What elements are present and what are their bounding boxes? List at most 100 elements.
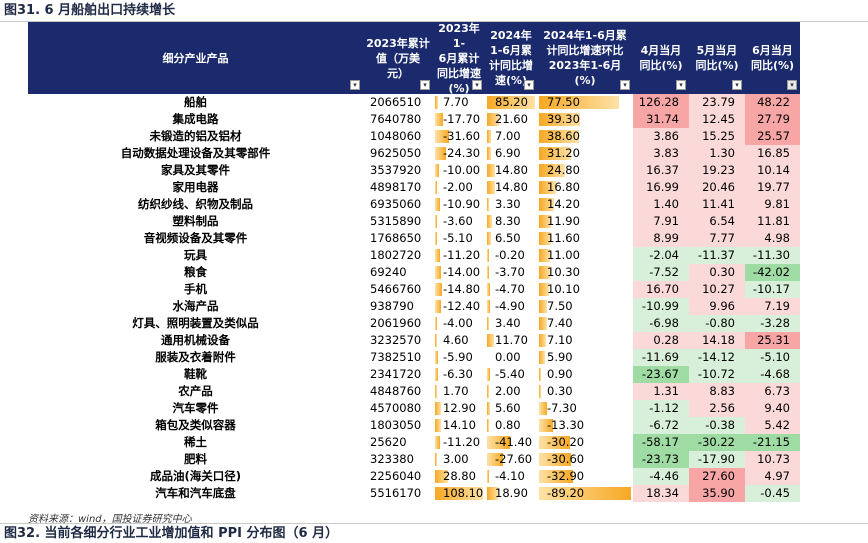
bar-value-label: -30.60: [547, 452, 585, 466]
data-bar: [539, 147, 572, 160]
may-yoy-cell: 0.30: [689, 264, 745, 281]
sort-filter-icon[interactable]: ▾: [787, 80, 797, 90]
header-product-label: 细分产业产品: [162, 51, 229, 65]
diff-bar-cell: 10.30: [537, 264, 633, 281]
yoy-2024-bar-cell: 6.90: [485, 145, 537, 162]
filter-dropdown-icon[interactable]: ▾: [420, 80, 430, 90]
bar-value-label: -6.30: [443, 367, 473, 381]
apr-yoy-cell: 7.91: [633, 213, 689, 230]
yoy-2024-bar-cell: 0.80: [485, 417, 537, 434]
data-bar: [435, 266, 442, 279]
bar-value-label: 14.80: [495, 163, 528, 177]
data-bar: [487, 453, 503, 466]
header-yoy2023: 2023年1- 6月累计 同比增速 (%) ▾: [433, 22, 485, 95]
yoy-2023-bar-cell: 14.10: [433, 417, 485, 434]
bar-value-label: -3.60: [443, 214, 473, 228]
data-bar: [487, 147, 491, 160]
yoy-2023-bar-cell: -11.20: [433, 434, 485, 451]
jun-yoy-cell: 11.81: [745, 213, 800, 230]
data-bar: [487, 317, 489, 330]
table-row: 肥料 323380 3.00 -27.60 -30.60 -23.73 -17.90 10.7…: [28, 451, 800, 468]
header-yoy2024-label: 2024年 1-6月累 计同比增 速(%): [489, 29, 533, 87]
may-yoy-cell: 9.96: [689, 298, 745, 315]
table-row: 农产品 4848760 1.70 2.00 0.30 1.31 8.83 6.73: [28, 383, 800, 400]
yoy-2024-bar-cell: 3.40: [485, 315, 537, 332]
yoy-2023-bar-cell: -14.00: [433, 264, 485, 281]
jun-yoy-cell: -42.02: [745, 264, 800, 281]
may-yoy-cell: 1.30: [689, 145, 745, 162]
data-bar: [539, 300, 547, 313]
data-bar: [539, 215, 552, 228]
data-bar: [487, 215, 492, 228]
value-2023-cell: 1768650: [370, 231, 422, 245]
jun-yoy-cell: 25.57: [745, 128, 800, 145]
product-name: 水海产品: [172, 299, 219, 313]
diff-bar-cell: -7.30: [537, 400, 633, 417]
diff-bar-cell: 7.10: [537, 332, 633, 349]
bar-value-label: -14.00: [443, 265, 481, 279]
may-yoy-cell: -0.38: [689, 417, 745, 434]
filter-dropdown-icon[interactable]: ▾: [732, 80, 742, 90]
may-yoy-cell: 10.27: [689, 281, 745, 298]
jun-yoy-cell: -3.28: [745, 315, 800, 332]
yoy-2024-bar-cell: 18.90: [485, 485, 537, 502]
may-yoy-cell: 12.45: [689, 111, 745, 128]
diff-bar-cell: -89.20: [537, 485, 633, 502]
product-name: 汽车和汽车底盘: [155, 486, 236, 500]
jun-yoy-cell: 25.31: [745, 332, 800, 349]
filter-dropdown-icon[interactable]: ▾: [524, 80, 534, 90]
bar-value-label: 108.10: [443, 486, 484, 500]
yoy-2024-bar-cell: -3.70: [485, 264, 537, 281]
product-name: 成品油(海关口径): [149, 469, 241, 483]
product-name: 纺织纱线、织物及制品: [138, 197, 253, 211]
bar-value-label: -11.20: [443, 435, 481, 449]
filter-dropdown-icon[interactable]: ▾: [472, 80, 482, 90]
yoy-2023-bar-cell: 7.70: [433, 94, 485, 111]
header-apr-label: 4月当月 同比(%): [639, 44, 683, 72]
value-2023-cell: 25620: [370, 435, 407, 449]
jun-yoy-cell: -0.45: [745, 485, 800, 502]
filter-dropdown-icon[interactable]: ▾: [620, 80, 630, 90]
filter-dropdown-icon[interactable]: ▾: [350, 80, 360, 90]
table-row: 自动数据处理设备及其零部件 9625050 -24.30 6.90 31.20 3.83 1…: [28, 145, 800, 162]
product-name: 家具及其零件: [161, 163, 230, 177]
header-val2023: 2023年累计 值（万美 元） ▾: [363, 22, 433, 94]
may-yoy-cell: -10.72: [689, 366, 745, 383]
may-yoy-cell: 19.23: [689, 162, 745, 179]
yoy-2024-bar-cell: 14.80: [485, 162, 537, 179]
bar-value-label: 21.60: [495, 112, 528, 126]
yoy-2024-bar-cell: 7.00: [485, 128, 537, 145]
product-name: 服装及衣着附件: [155, 350, 236, 364]
yoy-2024-bar-cell: 5.60: [485, 400, 537, 417]
value-2023-cell: 2256040: [370, 469, 422, 483]
data-bar: [487, 232, 491, 245]
data-bar: [539, 436, 571, 449]
value-2023-cell: 1802720: [370, 248, 422, 262]
data-bar: [435, 368, 438, 381]
filter-dropdown-icon[interactable]: ▾: [676, 80, 686, 90]
bar-value-label: -0.20: [495, 248, 525, 262]
yoy-2023-bar-cell: -17.70: [433, 111, 485, 128]
data-bar: [435, 351, 438, 364]
data-bar: [487, 402, 491, 415]
value-2023-cell: 2341720: [370, 367, 422, 381]
bar-value-label: -11.20: [443, 248, 481, 262]
data-bar: [539, 351, 546, 364]
table-row: 稀土 25620 -11.20 -41.40 -30.20 -58.17 -30.22 -21…: [28, 434, 800, 451]
value-2023-cell: 938790: [370, 299, 414, 313]
apr-yoy-cell: 1.31: [633, 383, 689, 400]
yoy-2023-bar-cell: 108.10: [433, 485, 485, 502]
may-yoy-cell: -30.22: [689, 434, 745, 451]
yoy-2023-bar-cell: -10.00: [433, 162, 485, 179]
bar-value-label: 39.30: [547, 112, 580, 126]
value-2023-cell: 69240: [370, 265, 407, 279]
yoy-2024-bar-cell: -4.10: [485, 468, 537, 485]
yoy-2024-bar-cell: -5.40: [485, 366, 537, 383]
yoy-2024-bar-cell: -0.20: [485, 247, 537, 264]
may-yoy-cell: 27.60: [689, 468, 745, 485]
data-bar: [539, 249, 551, 262]
yoy-2024-bar-cell: 11.70: [485, 332, 537, 349]
apr-yoy-cell: 18.34: [633, 485, 689, 502]
may-yoy-cell: 35.90: [689, 485, 745, 502]
value-2023-cell: 5315890: [370, 214, 422, 228]
